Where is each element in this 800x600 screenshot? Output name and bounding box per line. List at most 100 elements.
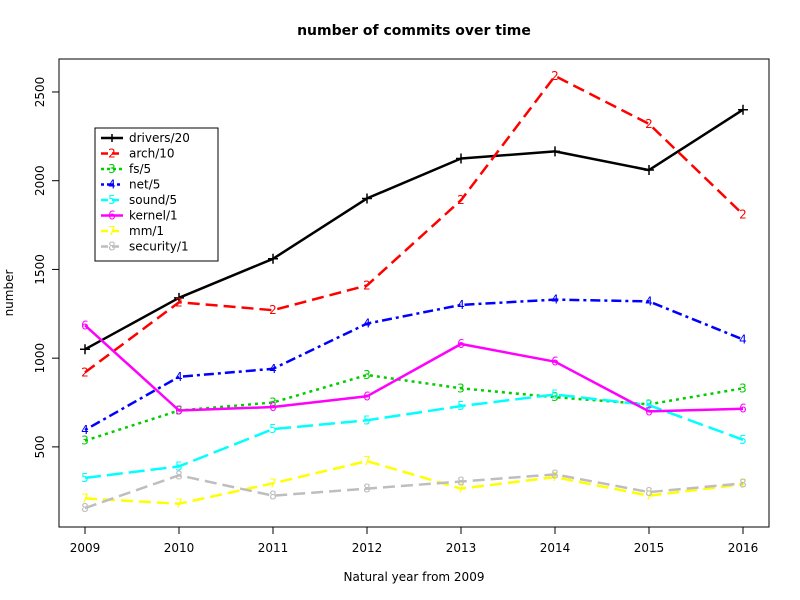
data-point-marker: 4 [645,294,653,308]
legend-item: 4 net/5 [101,178,160,192]
series-line [84,298,744,432]
x-axis-label: Natural year from 2009 [344,570,485,584]
chart-title: number of commits over time [297,23,531,39]
legend-marker: 6 [108,209,116,223]
data-point-marker: 6 [363,389,371,403]
data-point-marker: 2 [739,207,747,221]
data-point-marker: 6 [645,404,653,418]
data-point-marker: 2 [269,303,277,317]
data-point-marker: 7 [81,491,89,505]
data-point-marker: 6 [457,337,465,351]
data-point-marker [738,104,748,115]
data-point-marker: 4 [457,298,465,312]
legend-item: 3 fs/5 [101,162,151,176]
data-point-marker: 4 [81,423,89,437]
data-point-marker: 4 [363,317,371,331]
x-tick-label: 2009 [70,541,101,555]
data-point-marker: 2 [81,365,89,379]
legend-label: drivers/20 [129,131,190,145]
data-point-marker: 8 [81,501,89,515]
x-axis: 2009 2010 2011 2012 2013 2014 2015 2016 [70,526,759,555]
data-point-marker: 5 [81,471,89,485]
legend-item: 5 sound/5 [101,193,177,207]
y-axis-label: number [2,270,16,317]
data-point-marker: 2 [457,193,465,207]
y-tick-label: 2500 [33,77,47,108]
data-point-marker: 7 [457,482,465,496]
data-point-marker: 2 [551,69,559,83]
data-point-marker: 4 [739,333,747,347]
data-point-marker [268,253,278,264]
y-tick-label: 1500 [33,254,47,285]
data-point-marker: 4 [269,362,277,376]
series-net-5: 4 4 4 4 4 4 4 4 [81,293,747,437]
data-point-marker: 5 [175,459,183,473]
data-point-marker: 3 [81,434,89,448]
data-point-marker: 6 [81,318,89,332]
x-tick-label: 2010 [164,541,195,555]
data-point-marker: 5 [363,413,371,427]
data-point-marker: 6 [739,402,747,416]
series-security-1: 8 8 8 8 8 8 8 8 [81,467,747,515]
legend-label: net/5 [129,178,160,192]
data-point-marker: 3 [363,368,371,382]
data-point-marker: 5 [457,399,465,413]
data-point-marker: 7 [269,476,277,490]
data-point-marker [80,344,90,355]
data-point-marker: 8 [175,468,183,482]
legend-marker: 4 [108,178,116,192]
data-point-marker: 6 [551,355,559,369]
data-point-marker: 4 [551,293,559,307]
data-point-marker: 4 [175,370,183,384]
data-point-marker: 2 [645,117,653,131]
data-point-marker [456,153,466,164]
data-point-marker: 5 [269,422,277,436]
legend-label: arch/10 [129,147,175,161]
series-line [84,108,744,351]
x-tick-label: 2012 [352,541,383,555]
data-point-marker: 3 [551,390,559,404]
legend-marker: 7 [108,224,116,238]
data-point-marker [644,165,654,176]
series-line [84,459,744,505]
legend-marker [108,134,116,142]
legend-box [94,127,219,262]
y-axis: 500 1000 1500 2000 2500 [33,77,60,458]
legend-marker: 8 [108,240,116,254]
legend-marker: 5 [108,193,116,207]
legend-item: 6 kernel/1 [101,209,178,223]
legend: drivers/20 2 arch/10 3 fs/5 4 net/5 5 sound/5 6 ke… [94,127,219,262]
x-tick-label: 2014 [540,541,571,555]
y-tick-label: 500 [33,435,47,458]
series-line [84,473,744,510]
legend-label: sound/5 [129,193,177,207]
legend-label: security/1 [129,240,189,254]
data-point-marker: 8 [269,489,277,503]
data-point-marker: 7 [645,489,653,503]
data-point-marker [550,146,560,157]
data-point-marker: 6 [269,400,277,414]
x-tick-label: 2015 [634,541,665,555]
legend-label: mm/1 [129,224,164,238]
series-kernel-1: 6 6 6 6 6 6 6 6 [81,318,747,418]
legend-marker: 2 [108,147,116,161]
series-drivers-20 [80,104,748,355]
x-tick-label: 2016 [728,541,759,555]
legend-item: 8 security/1 [101,240,189,254]
x-tick-label: 2011 [258,541,289,555]
series-line [84,324,744,413]
legend-marker: 3 [108,162,116,176]
data-point-marker: 8 [457,474,465,488]
data-point-marker: 8 [645,485,653,499]
data-point-marker [362,193,372,204]
data-point-marker: 8 [363,482,371,496]
legend-item: 2 arch/10 [101,147,175,161]
data-point-marker: 2 [363,278,371,292]
data-point-marker: 3 [739,381,747,395]
series-arch-10: 2 2 2 2 2 2 2 2 [81,69,747,379]
y-tick-label: 1000 [33,343,47,374]
data-point-marker: 7 [551,470,559,484]
data-point-marker: 5 [739,433,747,447]
